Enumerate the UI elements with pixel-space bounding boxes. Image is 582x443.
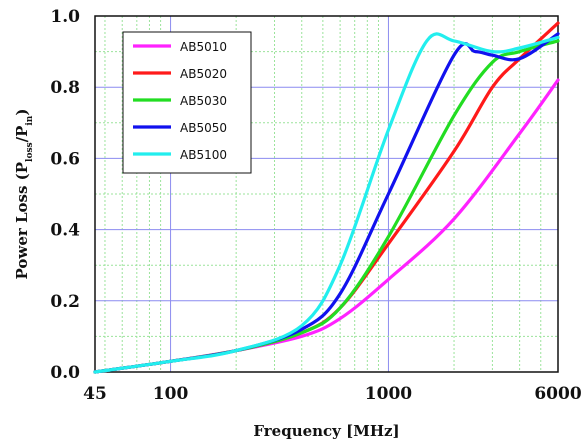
legend-box — [122, 31, 252, 174]
legend-label-ab5020: AB5020 — [180, 67, 227, 81]
x-tick-label: 6000 — [534, 384, 581, 404]
x-axis-title: Frequency [MHz] — [253, 422, 399, 440]
y-tick-label: 0.0 — [50, 363, 80, 383]
legend-label-ab5050: AB5050 — [180, 121, 227, 135]
legend-label-ab5100: AB5100 — [180, 148, 227, 162]
y-axis-title-main: Power Loss (P — [13, 162, 31, 280]
tick-labels: 45 100 1000 6000 0.0 0.2 0.4 0.6 0.8 1.0 — [50, 7, 581, 404]
y-tick-label: 0.6 — [50, 149, 80, 169]
y-tick-label: 0.8 — [50, 78, 80, 98]
y-tick-label: 0.4 — [50, 221, 80, 241]
legend-label-ab5010: AB5010 — [180, 40, 227, 54]
series-line-ab5100 — [93, 32, 560, 374]
x-tick-label: 1000 — [365, 384, 412, 404]
plot-area-frame — [94, 15, 559, 373]
x-tick-label: 100 — [153, 384, 189, 404]
y-tick-label: 1.0 — [50, 7, 80, 27]
legend-label-ab5030: AB5030 — [180, 94, 227, 108]
y-axis-title-mid: /P — [13, 126, 31, 143]
legend: AB5010 AB5020 AB5030 AB5050 AB5100 — [122, 31, 252, 174]
y-axis-title: Power Loss (Ploss/Pin) — [13, 109, 35, 280]
y-tick-label: 0.2 — [50, 292, 80, 312]
x-tick-label: 45 — [83, 384, 107, 404]
y-axis-title-sub-loss: loss — [25, 142, 35, 162]
y-axis-title-end: ) — [13, 109, 31, 116]
y-axis-title-sub-in: in — [25, 115, 35, 125]
series-lines — [93, 21, 560, 374]
